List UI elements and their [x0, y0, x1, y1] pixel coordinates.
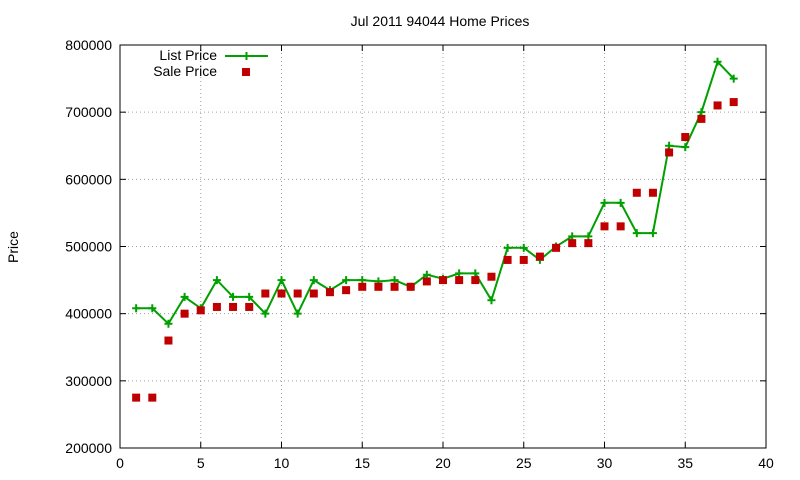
list-price-point: [180, 292, 189, 301]
list-price-point: [600, 198, 609, 207]
sale-price-point: [196, 306, 205, 315]
list-price-point: [245, 292, 254, 301]
list-price-point: [503, 243, 512, 252]
y-tick-label: 800000: [65, 37, 112, 53]
y-tick-label: 500000: [65, 239, 112, 255]
list-price-point: [293, 309, 302, 318]
sale-price-point: [164, 336, 173, 345]
sale-price-point: [309, 289, 318, 298]
x-tick-label: 30: [597, 455, 613, 471]
list-price-point: [729, 74, 738, 83]
sale-price-point: [455, 276, 464, 285]
sale-price-point: [342, 286, 351, 295]
y-tick-label: 700000: [65, 104, 112, 120]
list-price-point: [342, 276, 351, 285]
sale-price-point: [132, 393, 141, 402]
list-price-point: [455, 269, 464, 278]
sale-price-point: [406, 282, 415, 291]
x-tick-label: 5: [197, 455, 205, 471]
sale-price-point: [487, 272, 496, 281]
sale-price-point: [439, 276, 447, 285]
data-series: [132, 57, 738, 402]
list-price-point: [229, 292, 238, 301]
grid-lines: [120, 45, 766, 448]
sale-price-point: [212, 302, 221, 311]
sale-price-point: [568, 239, 577, 248]
sale-price-point: [681, 133, 690, 142]
sale-price-point: [697, 114, 706, 123]
list-price-point: [665, 141, 674, 150]
sale-price-point: [600, 222, 609, 231]
x-tick-label: 25: [516, 455, 532, 471]
list-price-point: [390, 276, 399, 285]
x-tick-label: 20: [435, 455, 451, 471]
x-tick-label: 40: [758, 455, 774, 471]
list-price-point: [277, 276, 286, 285]
sale-price-point: [616, 222, 625, 231]
legend-label-sale-price: Sale Price: [153, 63, 217, 79]
legend-marker-sale-price: [242, 68, 250, 76]
x-tick-label: 35: [677, 455, 693, 471]
list-price-point: [422, 270, 431, 279]
list-price-point: [358, 276, 367, 285]
sale-price-point: [148, 393, 157, 402]
list-price-point: [681, 143, 690, 152]
x-tick-label: 10: [274, 455, 290, 471]
x-tick-label: 15: [354, 455, 370, 471]
sale-price-point: [552, 243, 561, 252]
legend-label-list-price: List Price: [159, 47, 217, 63]
sale-price-point: [325, 288, 334, 297]
list-price-point: [487, 296, 496, 305]
sale-price-point: [245, 302, 254, 311]
sale-price-point: [390, 282, 399, 291]
list-price-point: [713, 57, 722, 66]
sale-price-point: [180, 309, 189, 318]
sale-price-point: [535, 252, 544, 261]
sale-price-point: [422, 277, 431, 286]
x-tick-label: 0: [116, 455, 124, 471]
sale-price-point: [229, 302, 238, 311]
sale-price-point: [358, 282, 367, 291]
list-price-point: [584, 232, 593, 241]
sale-price-point: [519, 255, 528, 264]
y-tick-label: 600000: [65, 171, 112, 187]
chart-title: Jul 2011 94044 Home Prices: [351, 13, 530, 29]
sale-price-point: [729, 98, 738, 107]
sale-price-point: [293, 289, 302, 298]
sale-price-point: [471, 276, 480, 285]
list-price-point: [568, 232, 577, 241]
sale-price-point: [648, 188, 657, 197]
sale-price-point: [374, 282, 383, 291]
list-price-point: [616, 198, 625, 207]
sale-price-point: [632, 188, 641, 197]
legend: List Price Sale Price: [153, 47, 268, 79]
list-price-point: [148, 304, 157, 313]
list-price-point: [164, 319, 173, 328]
list-price-point: [697, 108, 706, 117]
list-price-point: [212, 276, 221, 285]
y-tick-label: 400000: [65, 306, 112, 322]
list-price-point: [519, 243, 528, 252]
list-price-point: [132, 304, 141, 313]
y-tick-label: 200000: [65, 440, 112, 456]
axis-ticks: 0 5 10 15 20 25 30 35 40 200000 300000 400000 500000…: [65, 37, 774, 471]
sale-price-point: [261, 289, 270, 298]
plot-frame: [119, 44, 767, 449]
list-price-point: [648, 229, 657, 238]
sale-price-point: [503, 255, 512, 264]
y-tick-label: 300000: [65, 373, 112, 389]
list-price-point: [632, 229, 641, 238]
list-price-point: [261, 309, 270, 318]
sale-price-point: [584, 239, 593, 248]
sale-price-point: [277, 289, 286, 298]
list-price-line: [136, 59, 735, 326]
legend-marker-list-price: [242, 52, 251, 60]
sale-price-point: [665, 148, 674, 157]
y-axis-label: Price: [5, 231, 21, 263]
list-price-point: [471, 269, 480, 278]
sale-price-point: [713, 101, 722, 110]
list-price-point: [309, 276, 318, 285]
